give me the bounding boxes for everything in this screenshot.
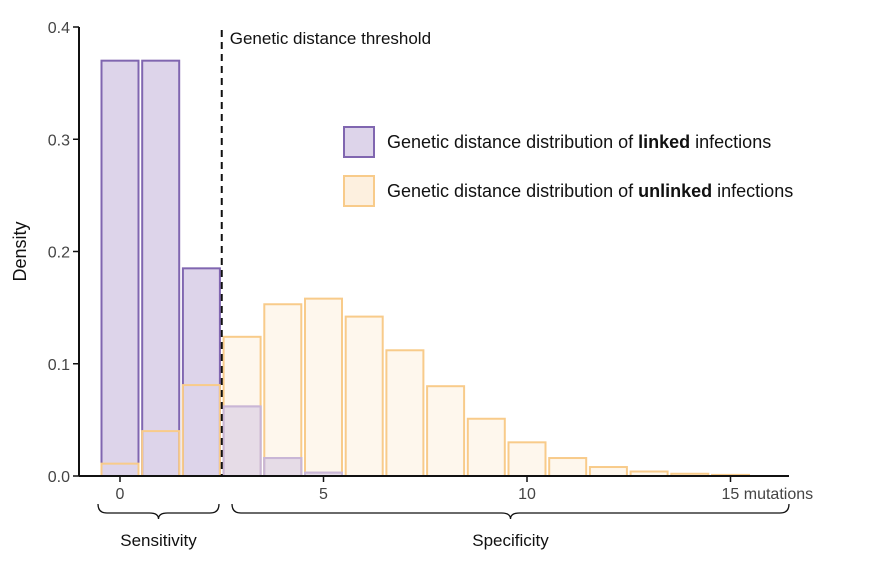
- unlinked-bar: [385, 349, 425, 477]
- linked-bar: [100, 59, 140, 478]
- y-tick-label: 0.1: [48, 357, 70, 374]
- unlinked-bar: [507, 441, 547, 478]
- bracket-sensitivity: [97, 503, 220, 520]
- linked-bar: [141, 59, 181, 478]
- linked-bar: [222, 405, 262, 477]
- unlinked-bars-overlay: [100, 297, 750, 478]
- threshold-line-group: Genetic distance threshold: [220, 29, 431, 476]
- linked-bar: [181, 267, 221, 477]
- axes: 0.0 0.1 0.2 0.3 0.4 0 5 10 15 mutations Density: [10, 20, 813, 503]
- brackets: Sensitivity Specificity: [97, 503, 790, 550]
- x-tick-label: 5: [319, 486, 328, 503]
- y-axis-title: Density: [10, 221, 30, 281]
- bracket-specificity: [231, 503, 790, 520]
- unlinked-bar: [263, 303, 303, 477]
- unlinked-bar: [426, 385, 466, 478]
- linked-bar: [263, 457, 303, 478]
- bracket-label-sensitivity: Sensitivity: [120, 531, 197, 550]
- unlinked-legend-label: Genetic distance distribution of unlinke…: [387, 181, 793, 201]
- y-tick-label: 0.2: [48, 245, 70, 262]
- bracket-label-specificity: Specificity: [472, 531, 549, 550]
- unlinked-bar: [466, 417, 506, 478]
- unlinked-legend-swatch: [343, 175, 375, 207]
- x-tick-label: 15 mutations: [722, 486, 814, 503]
- y-tick-label: 0.4: [48, 20, 70, 37]
- y-tick-label: 0.3: [48, 132, 70, 149]
- unlinked-bar: [548, 457, 588, 478]
- threshold-label: Genetic distance threshold: [230, 29, 431, 48]
- linked-bars: [100, 59, 343, 478]
- unlinked-bar: [344, 315, 384, 478]
- legend: Genetic distance distribution of linked …: [343, 126, 793, 207]
- y-tick-label: 0.0: [48, 469, 70, 486]
- x-tick-label: 0: [116, 486, 125, 503]
- unlinked-bar: [588, 466, 628, 477]
- x-tick-label: 10: [518, 486, 536, 503]
- linked-legend-swatch: [343, 126, 375, 158]
- linked-legend-label: Genetic distance distribution of linked …: [387, 132, 771, 152]
- unlinked-bar: [304, 297, 343, 477]
